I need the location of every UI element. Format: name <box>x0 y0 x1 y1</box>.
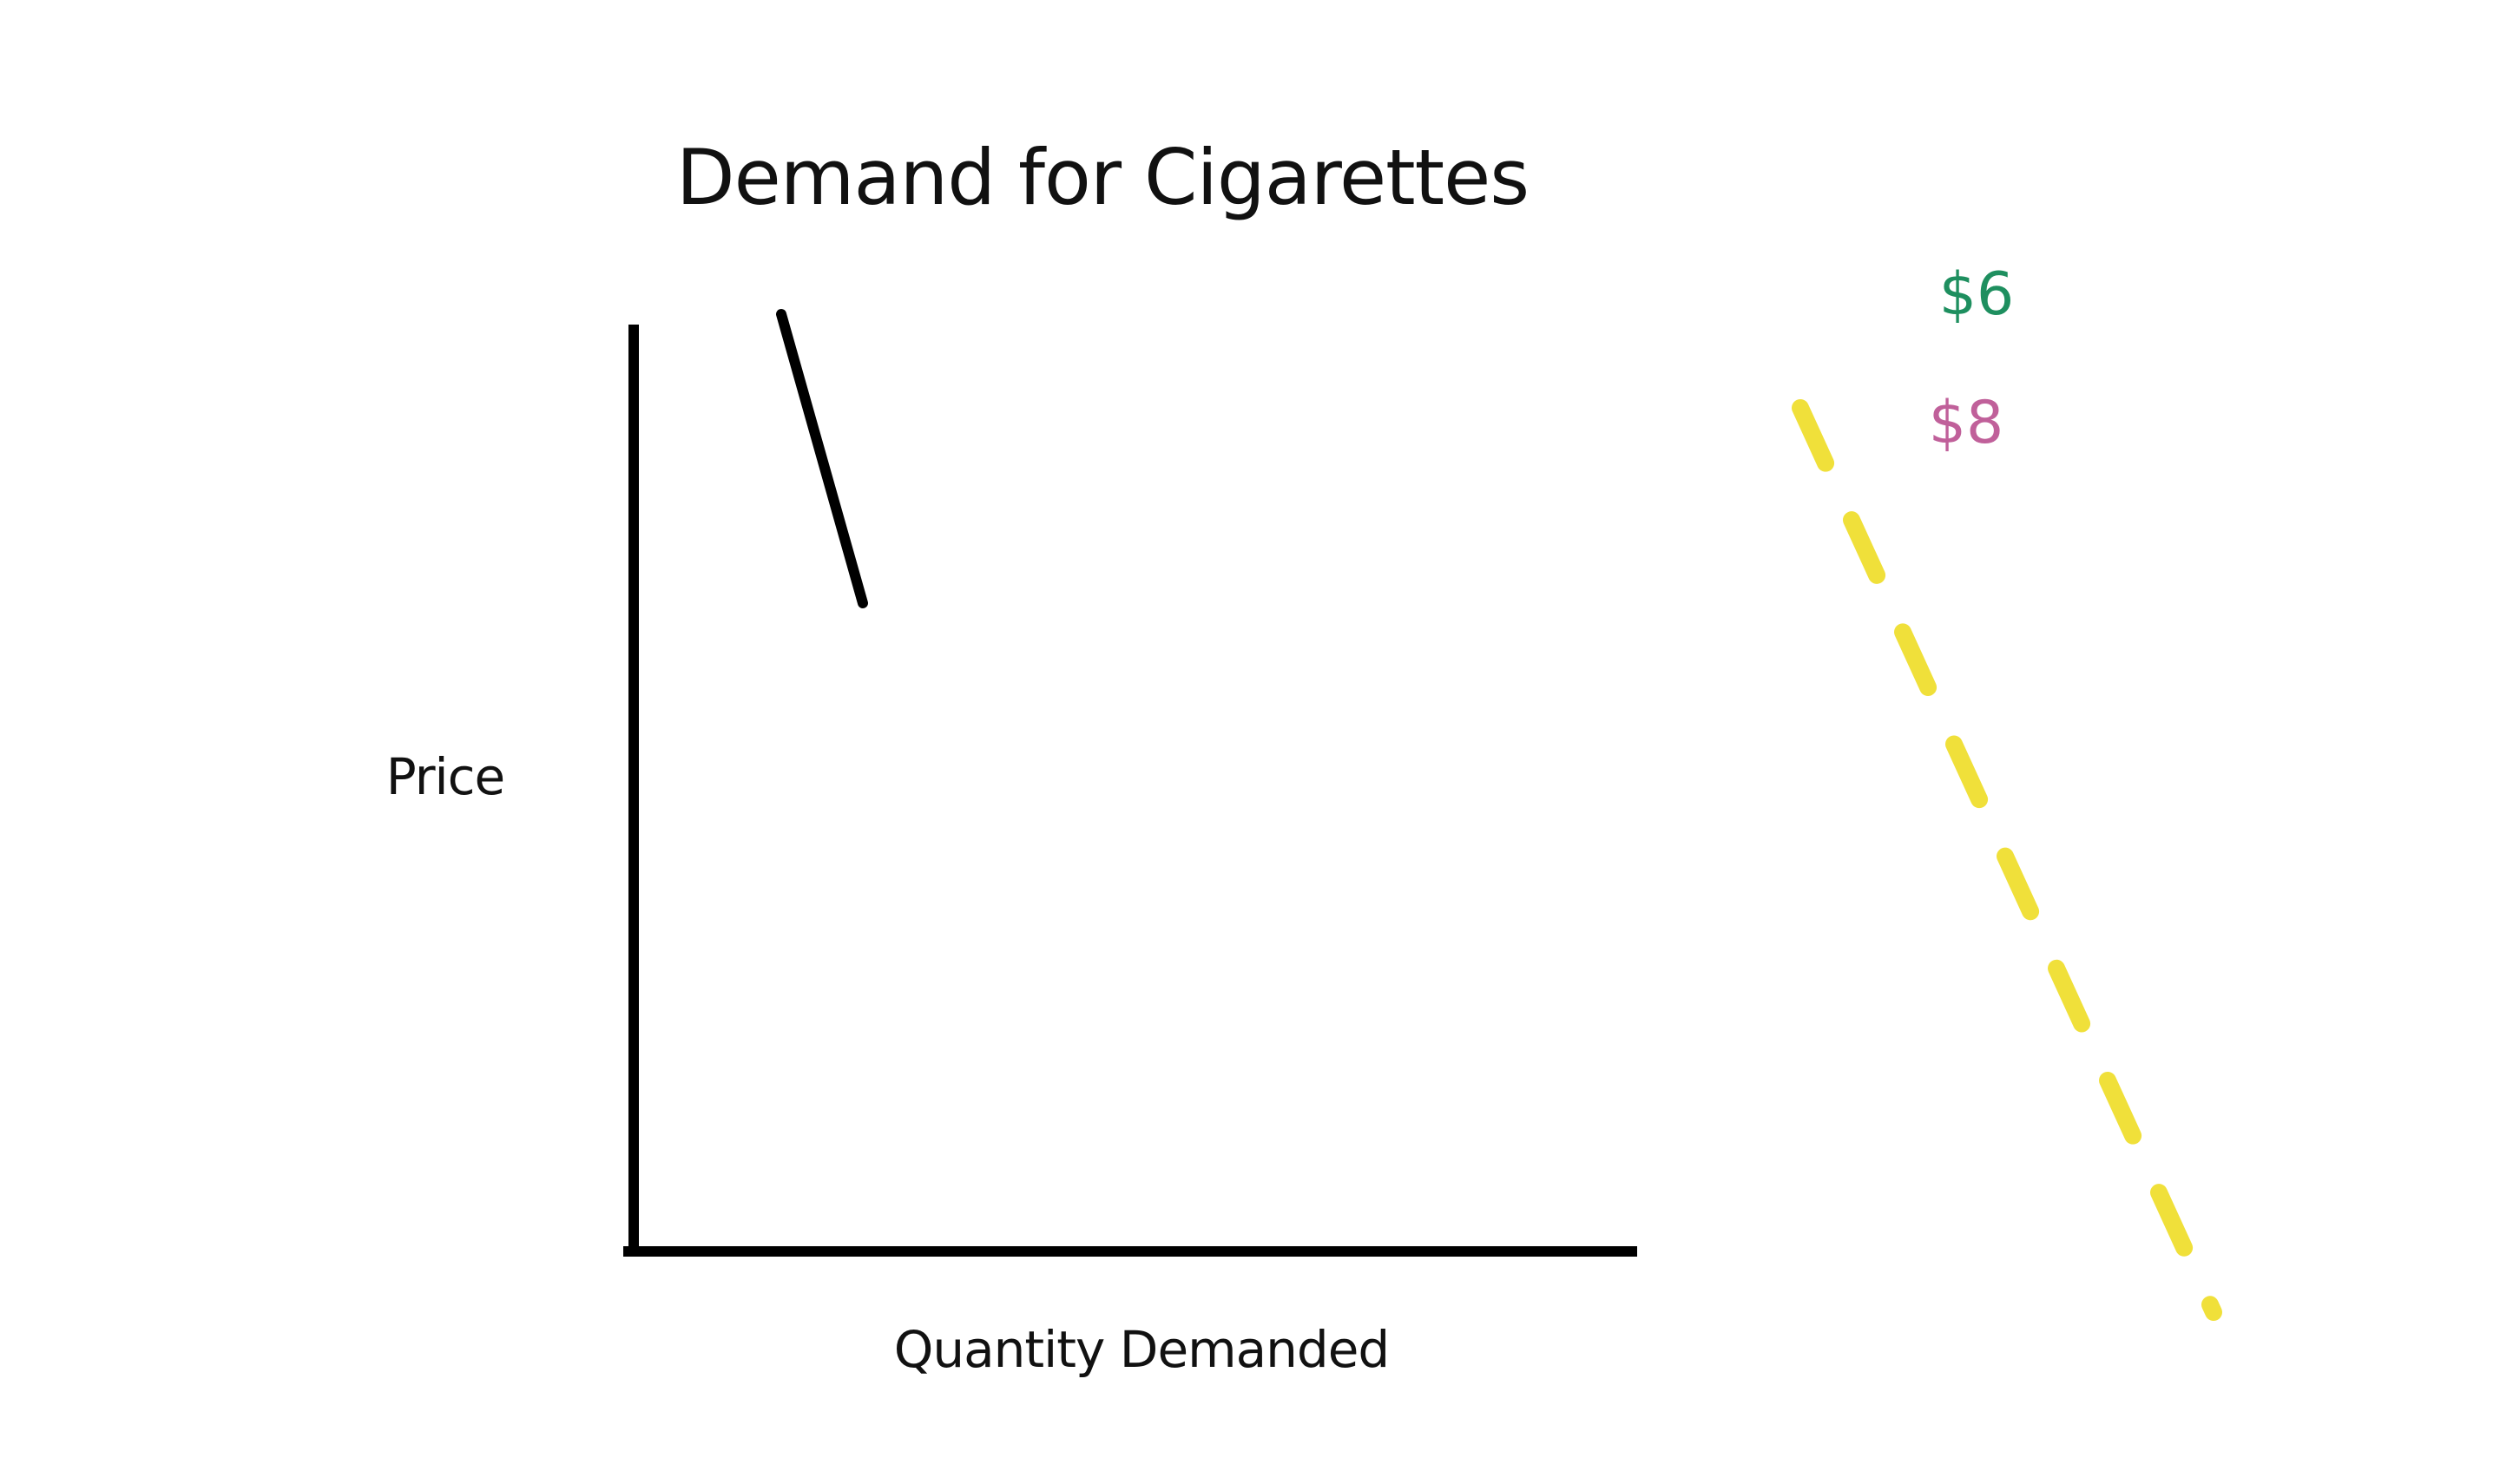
price-label-6: $6 <box>1939 260 2015 329</box>
chart-title: Demand for Cigarettes <box>676 133 1529 222</box>
dashed-yellow-line <box>1792 399 2222 1321</box>
x-axis-label: Quantity Demanded <box>894 1320 1390 1379</box>
price-label-8: $8 <box>1929 389 2004 457</box>
y-axis-label: Price <box>386 747 505 806</box>
demand-curve-line <box>776 309 868 608</box>
